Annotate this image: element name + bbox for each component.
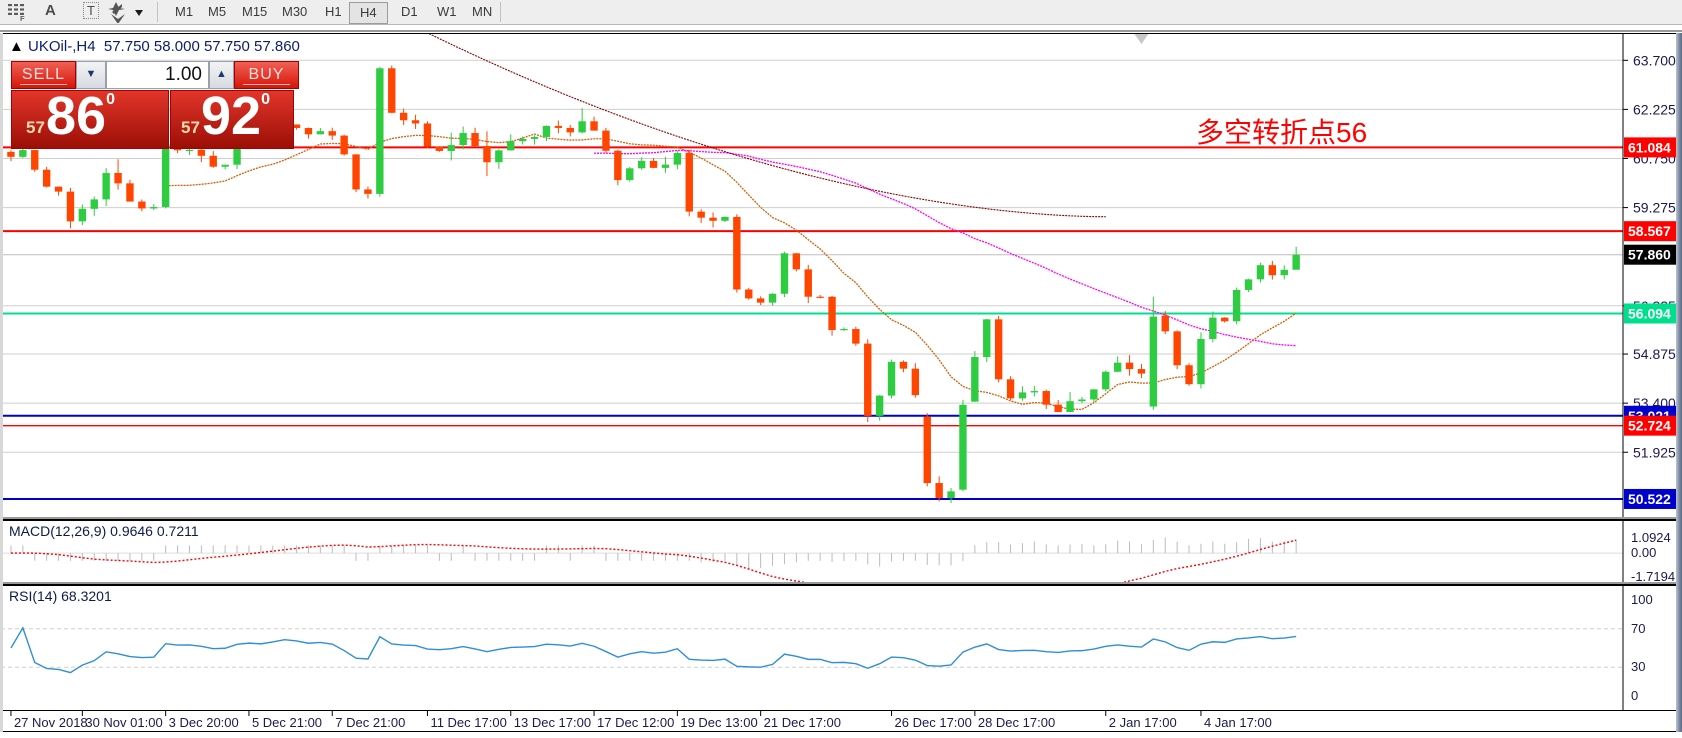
svg-text:19 Dec 13:00: 19 Dec 13:00 xyxy=(680,715,757,730)
svg-text:100: 100 xyxy=(1631,592,1653,607)
svg-text:51.925: 51.925 xyxy=(1633,444,1676,460)
svg-text:63.700: 63.700 xyxy=(1633,52,1676,68)
svg-text:30: 30 xyxy=(1631,659,1645,674)
svg-text:58.567: 58.567 xyxy=(1628,223,1671,239)
svg-text:59.275: 59.275 xyxy=(1633,200,1676,216)
svg-text:13 Dec 17:00: 13 Dec 17:00 xyxy=(514,715,591,730)
svg-text:2 Jan 17:00: 2 Jan 17:00 xyxy=(1109,715,1177,730)
svg-text:17 Dec 12:00: 17 Dec 12:00 xyxy=(597,715,674,730)
svg-text:28 Dec 17:00: 28 Dec 17:00 xyxy=(978,715,1055,730)
svg-text:61.084: 61.084 xyxy=(1628,139,1671,155)
svg-text:56.094: 56.094 xyxy=(1628,305,1671,321)
svg-text:52.724: 52.724 xyxy=(1628,418,1671,434)
svg-text:5 Dec 21:00: 5 Dec 21:00 xyxy=(252,715,322,730)
svg-text:70: 70 xyxy=(1631,621,1645,636)
svg-text:11 Dec 17:00: 11 Dec 17:00 xyxy=(430,715,506,730)
svg-text:54.875: 54.875 xyxy=(1633,346,1676,362)
svg-text:3 Dec 20:00: 3 Dec 20:00 xyxy=(169,715,239,730)
svg-text:F: F xyxy=(20,14,25,22)
svg-text:多空转折点56: 多空转折点56 xyxy=(1196,117,1367,148)
svg-text:7 Dec 21:00: 7 Dec 21:00 xyxy=(335,715,405,730)
svg-text:4 Jan 17:00: 4 Jan 17:00 xyxy=(1204,715,1272,730)
svg-text:0.00: 0.00 xyxy=(1631,545,1656,560)
svg-text:50.522: 50.522 xyxy=(1628,491,1671,507)
svg-text:1.0924: 1.0924 xyxy=(1631,530,1671,545)
svg-text:57.860: 57.860 xyxy=(1628,247,1671,263)
svg-text:26 Dec 17:00: 26 Dec 17:00 xyxy=(895,715,972,730)
svg-text:30 Nov 01:00: 30 Nov 01:00 xyxy=(85,715,162,730)
svg-text:62.225: 62.225 xyxy=(1633,101,1676,117)
svg-text:21 Dec 17:00: 21 Dec 17:00 xyxy=(764,715,841,730)
svg-text:27 Nov 2018: 27 Nov 2018 xyxy=(14,715,88,730)
svg-text:0: 0 xyxy=(1631,688,1638,703)
